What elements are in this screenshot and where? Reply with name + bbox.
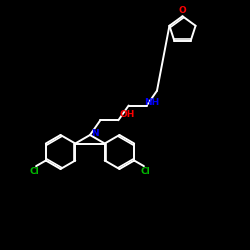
Text: N: N xyxy=(91,130,98,138)
Text: O: O xyxy=(178,6,186,15)
Text: Cl: Cl xyxy=(140,167,150,176)
Text: OH: OH xyxy=(120,110,135,118)
Text: NH: NH xyxy=(144,98,160,107)
Text: Cl: Cl xyxy=(30,167,40,176)
